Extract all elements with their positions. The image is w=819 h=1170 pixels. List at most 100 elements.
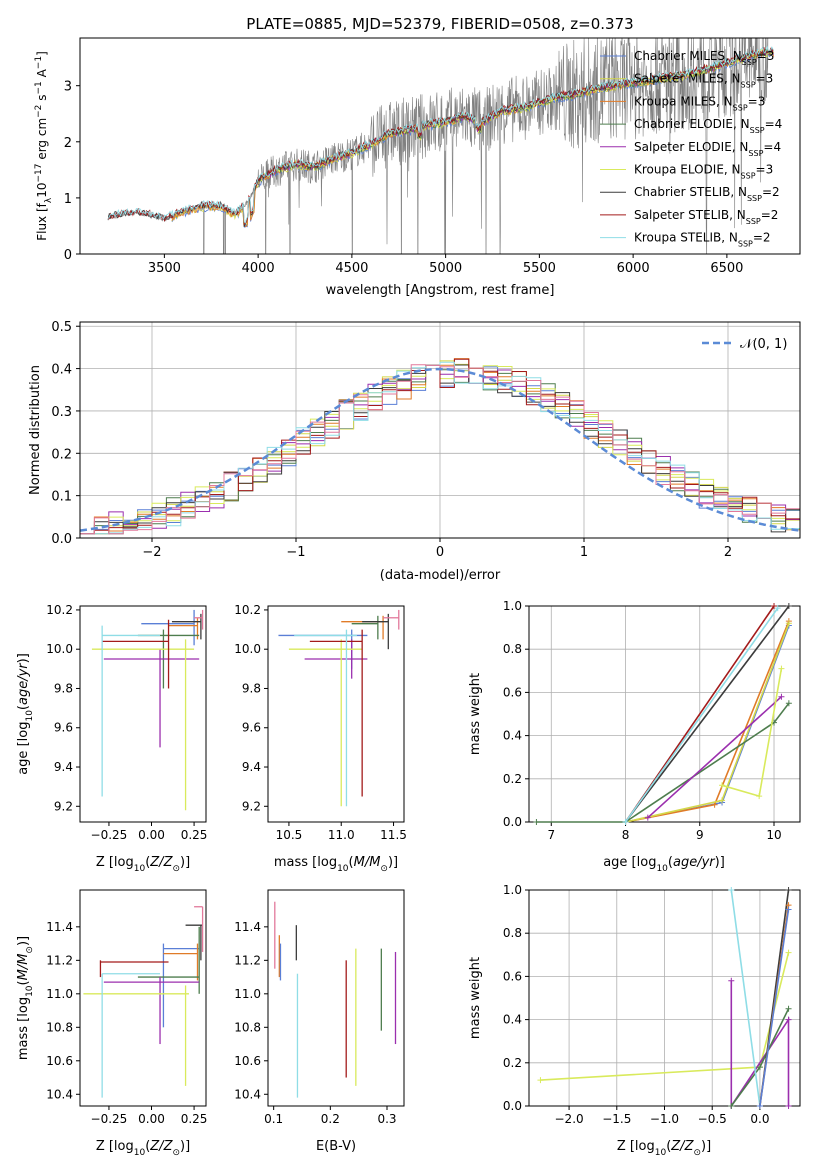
legend-label-text: Salpeter ELODIE, N <box>634 140 748 154</box>
y-tick-label: 10.2 <box>46 603 73 617</box>
legend-label-sub: SSP <box>741 80 756 89</box>
y-tick-label: 9.6 <box>242 721 261 735</box>
mass-weight-marker <box>771 603 778 609</box>
legend-label: Chabrier MILES, NSSP=3 <box>634 49 774 67</box>
y-tick-label: 0.6 <box>503 685 522 699</box>
x-tick-label: 9 <box>696 828 704 842</box>
mass-vs-Z-panel: −0.25 0.00 0.25 10.4 10.6 10.8 11.0 11.2 11.4 Z [… <box>16 889 207 1158</box>
xlabel-part: mass [log <box>274 855 337 870</box>
x-tick-label: 4500 <box>335 261 368 276</box>
x-tick-label: 0.3 <box>377 1112 396 1126</box>
mass-weight-line <box>759 909 790 1107</box>
legend-label-sub: SSP <box>733 103 748 112</box>
x-tick-label: 0 <box>436 545 444 560</box>
spectrum-ylabel-part: A <box>35 68 49 81</box>
mass-weight-line <box>730 889 761 1107</box>
x-tick-label: 5500 <box>523 261 556 276</box>
legend-label: Salpeter ELODIE, NSSP=4 <box>634 140 781 158</box>
x-tick-label: 0.1 <box>264 1112 283 1126</box>
spectrum-ylabel-part: −1 <box>34 81 44 94</box>
legend-label-text: Kroupa STELIB, N <box>634 231 738 245</box>
xlabel-part: Z [log <box>617 1139 655 1154</box>
x-tick-label: −2.0 <box>555 1112 584 1126</box>
residual-ylabel: Normed distribution <box>28 365 43 495</box>
legend-label-nssp: =3 <box>756 163 774 177</box>
legend-label: Kroupa STELIB, NSSP=2 <box>634 231 771 249</box>
y-tick-label: 10.4 <box>46 1087 73 1101</box>
y-tick-label: 0.2 <box>503 772 522 786</box>
y-tick-label: 0.8 <box>503 642 522 656</box>
legend-label-nssp: =3 <box>756 72 774 86</box>
xlabel-part: ⊙ <box>693 1148 701 1158</box>
x-tick-label: 11.5 <box>380 828 407 842</box>
mass-weight-marker <box>756 793 763 800</box>
mass-weight-marker <box>785 603 792 609</box>
legend-label-sub: SSP <box>741 171 756 180</box>
y-tick-label: 11.4 <box>46 920 73 934</box>
mass-weight-marker <box>756 1064 763 1071</box>
ylabel-part: M/M <box>16 954 31 981</box>
y-tick-label: 10.6 <box>46 1054 73 1068</box>
xlabel-part: Z [log <box>96 1139 134 1154</box>
legend-label-text: Chabrier MILES, N <box>634 49 742 63</box>
x-tick-label: 0.00 <box>138 828 165 842</box>
spectrum-ylabel-part: −2 <box>34 105 44 118</box>
y-tick-label: 0.3 <box>51 405 72 420</box>
spectrum-panel: 3500 4000 4500 5000 5500 6000 6500 0 1 2 3 wavelen… <box>34 37 801 298</box>
spectrum-ylabel-part: erg cm <box>35 118 49 164</box>
y-tick-label: 9.8 <box>54 681 73 695</box>
x-tick-label: 0.25 <box>181 828 208 842</box>
mass-weight-marker <box>778 693 785 700</box>
axes-frame <box>267 889 405 1107</box>
y-tick-label: 11.2 <box>234 953 261 967</box>
ylabel-part: 10 <box>25 710 35 722</box>
xlabel-part: 10 <box>134 864 146 874</box>
xlabel-part: M/M <box>354 855 381 870</box>
spectrum-ylabel-part: λ <box>44 197 54 203</box>
y-tick-label: 11.0 <box>234 987 261 1001</box>
xlabel-part: ( <box>145 1139 150 1154</box>
spectrum-ticks: 3500 4000 4500 5000 5500 6000 6500 0 1 2 3 <box>64 80 744 276</box>
xlabel-part: )] <box>180 855 190 870</box>
legend-label-sub: SSP <box>738 239 753 248</box>
mass-weight-marker <box>785 887 792 893</box>
x-tick-label: 6500 <box>710 261 743 276</box>
mass-weight-marker <box>778 665 785 672</box>
mass-weight-marker <box>785 620 792 627</box>
residual-histogram-step <box>80 358 800 535</box>
y-tick-label: 0.0 <box>503 815 522 829</box>
ylabel-part: age [log <box>16 722 31 775</box>
ylabel-part: ( <box>16 705 31 710</box>
legend-label: Kroupa ELODIE, NSSP=3 <box>634 163 773 181</box>
y-tick-label: 1 <box>64 192 72 207</box>
residual-histogram-step <box>80 364 800 535</box>
legend-label: Chabrier STELIB, NSSP=2 <box>634 185 780 203</box>
mass-vs-EBV-xlabel: E(B-V) <box>316 1139 356 1154</box>
xlabel-part: Z/Z <box>149 1139 173 1154</box>
legend-label-text: Salpeter MILES, N <box>634 72 741 86</box>
mass-weight-marker <box>785 700 792 707</box>
legend-label-nssp: =2 <box>762 185 780 199</box>
ylabel-part: ⊙ <box>25 946 35 954</box>
mass-weight-line <box>624 607 779 823</box>
mass-weight-marker <box>719 797 726 804</box>
legend-label-text: Kroupa MILES, N <box>634 94 733 108</box>
y-tick-label: 0.5 <box>51 320 72 335</box>
legend-label-nssp: =3 <box>757 49 775 63</box>
x-tick-label: 2 <box>724 545 732 560</box>
mass-weight-marker <box>728 1103 735 1109</box>
spectrum-ylabel-part: −1 <box>34 56 44 69</box>
legend-label-nssp: =4 <box>763 140 781 154</box>
legend-label-nssp: =4 <box>765 117 783 131</box>
xlabel-part: Z/Z <box>149 855 173 870</box>
mass-weight-marker <box>785 1103 792 1109</box>
y-tick-label: 1.0 <box>503 599 522 613</box>
age-vs-Z-xlabel: Z [log10(Z/Z⊙)] <box>96 855 190 874</box>
y-tick-label: 3 <box>64 80 72 95</box>
mass-weight-line <box>624 605 790 823</box>
legend-label-sub: SSP <box>746 216 761 225</box>
y-tick-label: 9.4 <box>242 760 261 774</box>
axes-frame <box>79 889 207 1107</box>
spectrum-xlabel: wavelength [Angstrom, rest frame] <box>326 283 555 298</box>
